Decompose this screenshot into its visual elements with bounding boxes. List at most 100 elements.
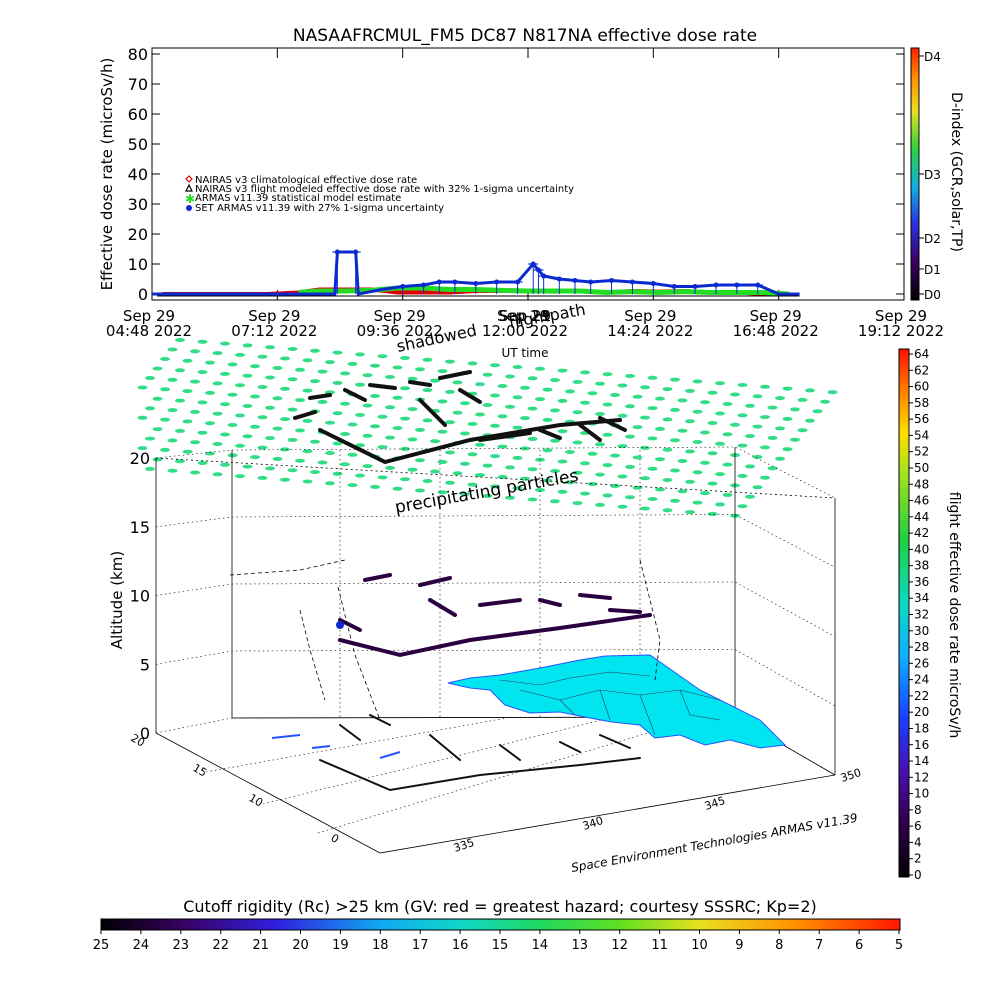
set-armas-point — [572, 278, 578, 283]
particle-point — [715, 472, 725, 477]
dindex-tick-label: D2 — [924, 232, 941, 246]
set-armas-point — [556, 276, 562, 282]
dose-tick-label: 4 — [914, 835, 922, 849]
particle-point — [572, 379, 583, 384]
particle-point — [400, 386, 410, 391]
particle-point — [347, 361, 358, 366]
particle-point — [640, 476, 650, 481]
particle-point — [572, 410, 583, 415]
particle-point — [190, 409, 200, 414]
particle-point — [602, 402, 613, 407]
dose-tick-label: 8 — [914, 803, 922, 817]
particle-point — [205, 360, 215, 365]
particle-point — [145, 466, 155, 471]
particle-point — [310, 470, 320, 474]
legend-entry-nairas-climatological: NAIRAS v3 climatological effective dose … — [195, 175, 417, 186]
set-armas-point — [421, 282, 427, 288]
cutoff-tick-label: 23 — [173, 938, 190, 953]
particle-point — [347, 452, 358, 457]
particle-point — [317, 460, 328, 465]
particle-point — [512, 365, 523, 369]
cutoff-tick-label: 8 — [775, 938, 783, 953]
particle-point — [752, 394, 763, 399]
cutoff-tick-label: 9 — [735, 938, 743, 953]
particle-point — [227, 423, 238, 427]
particle-point — [692, 500, 703, 505]
particle-point — [340, 462, 350, 467]
cutoff-tick-label: 25 — [93, 938, 110, 953]
altitude-gridline — [155, 446, 836, 499]
longitude-tick-label: 340 — [581, 814, 605, 833]
particle-point — [265, 405, 275, 410]
particle-point — [295, 367, 305, 372]
particle-point — [595, 442, 605, 447]
particle-point — [205, 421, 215, 426]
dose-tick-label: 54 — [914, 428, 929, 442]
altitude-tick-label: 20 — [130, 449, 150, 468]
particle-point — [370, 484, 380, 489]
cutoff-tick-label: 5 — [895, 938, 903, 953]
x-tick-label-date: Sep 29 — [875, 307, 927, 325]
particle-point — [370, 394, 380, 398]
particle-point — [460, 492, 470, 497]
dose-tick-label: 28 — [914, 640, 929, 654]
particle-point — [272, 426, 283, 431]
particle-point — [272, 456, 283, 461]
particle-point — [490, 363, 500, 368]
particle-point — [467, 361, 478, 366]
particle-point — [287, 377, 298, 382]
particle-point — [145, 406, 155, 411]
particle-point — [677, 459, 688, 463]
particle-point — [332, 380, 343, 385]
particle-point — [760, 445, 770, 450]
particle-point — [617, 413, 628, 418]
particle-point — [205, 390, 215, 395]
particle-point — [265, 466, 275, 471]
particle-point — [670, 377, 680, 382]
particle-point — [535, 366, 545, 371]
particle-point — [557, 368, 568, 373]
particle-point — [250, 424, 260, 429]
set-armas-point — [334, 249, 340, 255]
set-armas-point — [609, 278, 615, 283]
particle-point — [167, 347, 178, 352]
particle-point — [625, 374, 635, 378]
dindex-colorbar-ticks: D0 D1 D2 D3 D4 — [919, 50, 941, 302]
longitude-axis-ticks: 335 340 345 350 — [452, 766, 863, 855]
particle-point — [692, 379, 703, 384]
particle-point — [175, 368, 185, 373]
particle-point — [700, 400, 710, 405]
particle-point — [220, 402, 230, 407]
particle-point — [595, 502, 605, 507]
particle-point — [317, 399, 328, 404]
cutoff-tick-label: 19 — [332, 938, 349, 953]
particle-point — [557, 459, 568, 464]
particle-point — [760, 475, 770, 480]
dose-tick-label: 44 — [914, 510, 929, 524]
particle-point — [430, 439, 440, 444]
particle-point — [190, 349, 200, 354]
legend-entry-armas-statistical: ARMAS v11.39 statistical model estimate — [195, 193, 401, 204]
set-armas-point — [535, 267, 541, 273]
particle-point — [400, 356, 410, 360]
particle-point — [505, 465, 515, 470]
legend-entry-nairas-flight: NAIRAS v3 flight modeled effective dose … — [195, 184, 574, 195]
depth-tick-label: 15 — [191, 761, 210, 779]
set-armas-point — [452, 279, 458, 285]
particle-point — [235, 352, 245, 357]
particle-point — [557, 398, 568, 403]
longitude-tick-label: 335 — [452, 836, 476, 855]
particle-point — [220, 462, 230, 467]
particle-point — [617, 383, 628, 388]
particle-point — [445, 450, 455, 455]
dose-tick-label: 26 — [914, 656, 929, 670]
particle-point — [167, 438, 178, 443]
particle-point — [647, 497, 658, 501]
particle-point — [692, 440, 703, 444]
x-tick-label-time: 09:36 2022 — [357, 322, 443, 340]
y-tick-label: 60 — [128, 105, 148, 124]
particle-point — [152, 396, 163, 401]
particle-point — [737, 443, 748, 448]
